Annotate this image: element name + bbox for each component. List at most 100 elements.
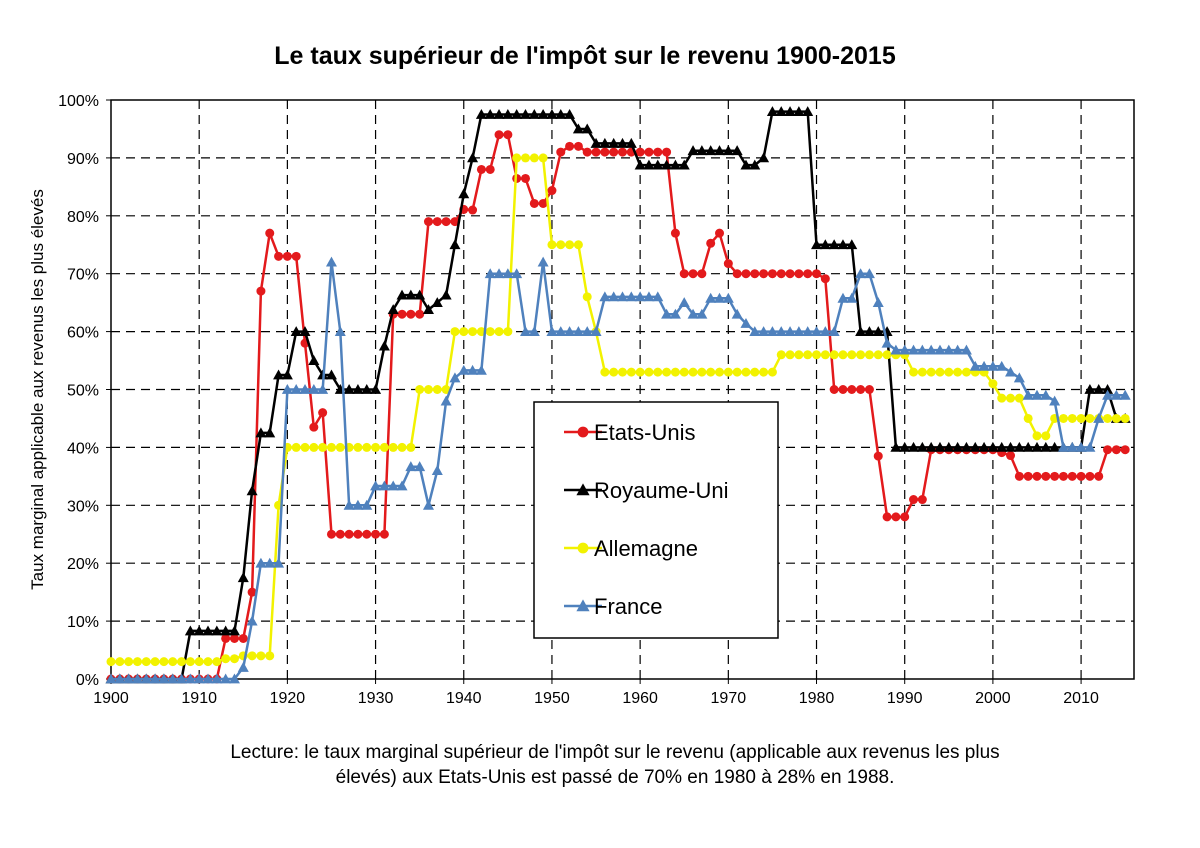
data-point xyxy=(290,384,302,394)
data-point xyxy=(1031,389,1043,400)
data-point xyxy=(556,147,566,157)
data-point xyxy=(1032,471,1042,481)
data-point xyxy=(969,441,981,452)
x-tick-label-1920: 1920 xyxy=(270,690,306,707)
data-point xyxy=(643,159,655,170)
data-point xyxy=(609,367,619,377)
data-point xyxy=(873,350,883,360)
data-point xyxy=(184,625,196,636)
data-point xyxy=(1119,389,1131,400)
data-point xyxy=(705,145,717,156)
data-point xyxy=(1093,384,1105,394)
data-point xyxy=(565,240,575,250)
data-point xyxy=(1006,393,1016,403)
data-point xyxy=(662,147,672,157)
data-point xyxy=(237,661,249,672)
data-point xyxy=(177,657,187,667)
data-point xyxy=(123,673,135,684)
data-point xyxy=(291,442,301,452)
data-point xyxy=(794,350,804,360)
y-tick-label-50: 50% xyxy=(67,383,99,400)
data-point xyxy=(1110,389,1122,400)
data-point xyxy=(572,326,584,336)
data-point xyxy=(802,106,814,116)
data-point xyxy=(441,217,451,227)
x-tick-label-1960: 1960 xyxy=(622,690,658,707)
data-point xyxy=(115,657,125,667)
data-point xyxy=(732,269,742,279)
footnote-line-2: élevés) aux Etats-Unis est passé de 70% … xyxy=(335,767,895,788)
data-point xyxy=(282,251,292,261)
data-point xyxy=(917,367,927,377)
data-point xyxy=(519,108,531,119)
data-point xyxy=(925,441,937,452)
data-point xyxy=(396,289,408,300)
y-axis-label: Taux marginal applicable aux revenus les… xyxy=(28,189,47,590)
data-point xyxy=(625,291,637,302)
data-point xyxy=(502,108,514,119)
data-point xyxy=(855,326,867,336)
data-point xyxy=(485,164,495,174)
data-point xyxy=(1103,413,1113,423)
data-point xyxy=(564,108,576,119)
data-point xyxy=(538,198,548,208)
data-point xyxy=(581,326,593,336)
data-point xyxy=(1093,412,1105,423)
data-point xyxy=(220,673,232,684)
data-point xyxy=(599,291,611,302)
data-point xyxy=(229,654,239,664)
data-point xyxy=(405,289,417,300)
data-point xyxy=(864,350,874,360)
data-point xyxy=(812,350,822,360)
data-point xyxy=(422,304,434,314)
data-point xyxy=(996,441,1008,452)
data-point xyxy=(537,108,549,119)
data-point xyxy=(863,326,875,336)
data-point xyxy=(556,240,566,250)
data-point xyxy=(546,326,558,336)
data-point xyxy=(828,326,840,336)
data-point xyxy=(969,360,981,371)
data-point xyxy=(555,326,567,336)
data-point xyxy=(1031,441,1043,452)
data-point xyxy=(828,239,840,250)
data-point xyxy=(960,441,972,452)
data-point xyxy=(317,384,329,394)
data-point xyxy=(1058,413,1068,423)
data-point xyxy=(643,291,655,302)
data-point xyxy=(415,309,425,319)
data-point xyxy=(547,186,557,196)
x-tick-label-2000: 2000 xyxy=(975,690,1011,707)
data-point xyxy=(635,147,645,157)
data-point xyxy=(617,137,628,148)
data-point xyxy=(953,367,963,377)
data-point xyxy=(265,228,275,238)
data-point xyxy=(529,153,539,163)
data-point xyxy=(960,344,972,355)
data-point xyxy=(741,269,751,279)
data-point xyxy=(361,384,373,394)
data-point xyxy=(1014,471,1024,481)
data-point xyxy=(1111,413,1121,423)
data-point xyxy=(819,239,831,250)
data-point xyxy=(1049,441,1061,452)
data-point xyxy=(890,441,902,452)
data-point xyxy=(1058,471,1068,481)
data-point xyxy=(512,153,522,163)
y-tick-label-100: 100% xyxy=(58,93,99,110)
data-point xyxy=(1032,431,1042,441)
data-point xyxy=(493,268,505,279)
data-point xyxy=(600,147,610,157)
data-point xyxy=(405,461,417,472)
legend-label-royaume-uni: Royaume-Uni xyxy=(594,478,729,503)
data-point xyxy=(467,152,479,163)
y-tick-label-30: 30% xyxy=(67,498,99,515)
data-point xyxy=(785,269,795,279)
data-point xyxy=(493,108,505,119)
data-point xyxy=(872,326,884,336)
data-point xyxy=(644,367,654,377)
data-point xyxy=(325,369,337,380)
data-point xyxy=(1040,389,1052,400)
data-point xyxy=(1067,413,1077,423)
data-point xyxy=(431,297,443,308)
